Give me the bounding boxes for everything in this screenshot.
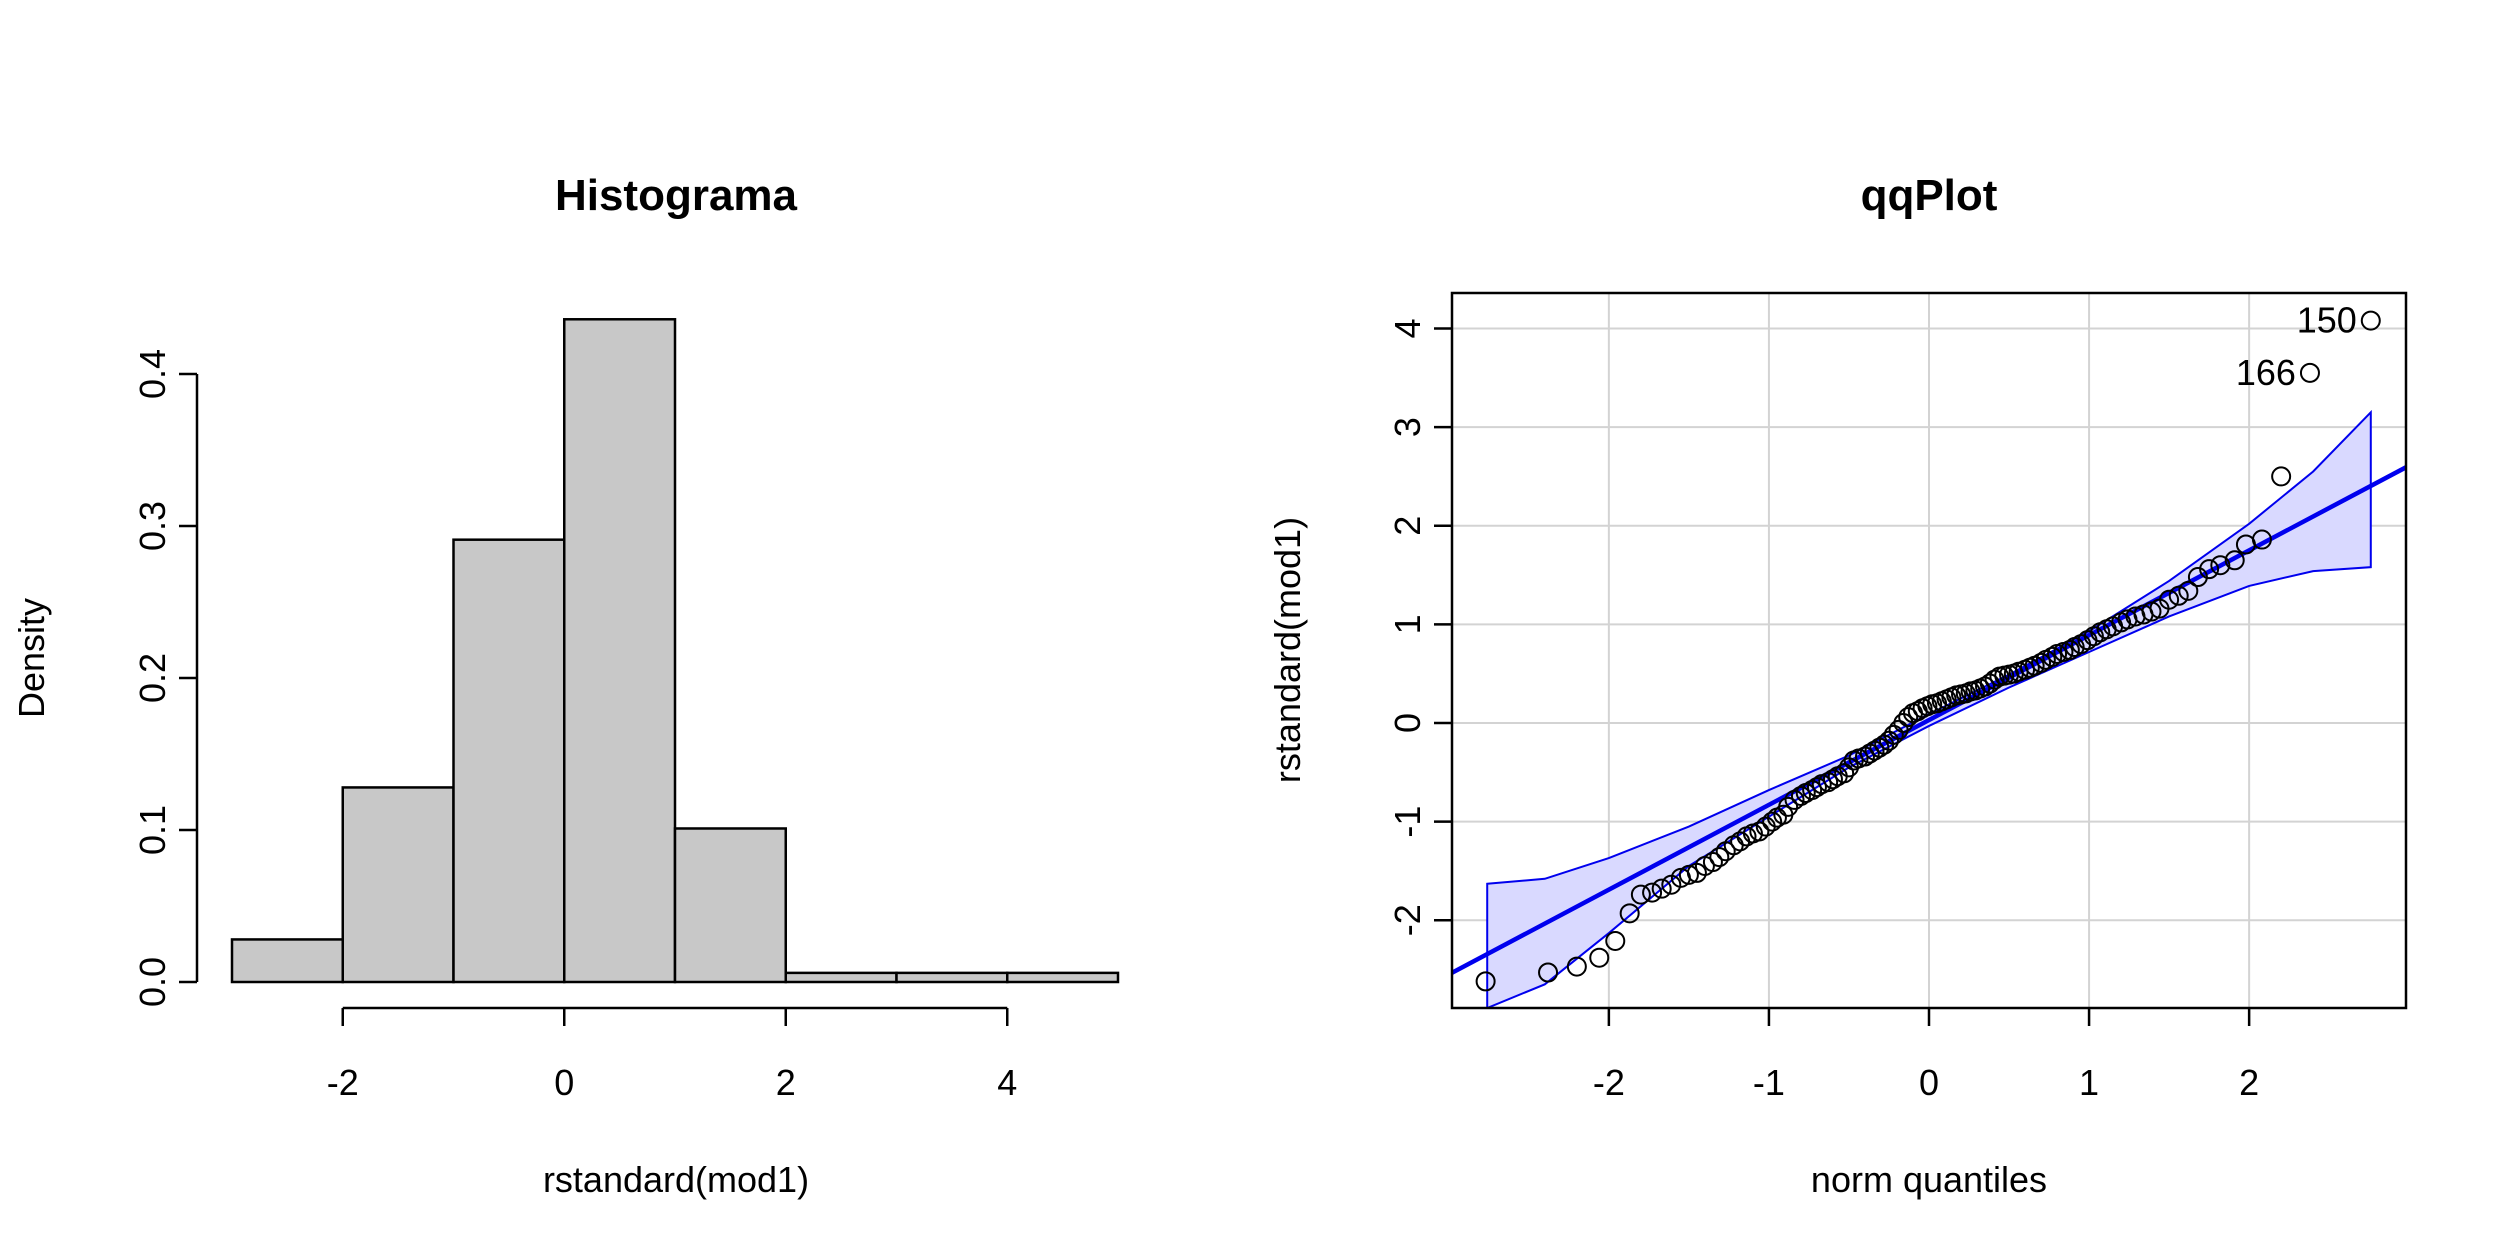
qqplot-y-axis-label: rstandard(mod1) [1267, 517, 1308, 783]
histogram-bar-2 [452, 538, 566, 984]
histogram-bars [230, 318, 1120, 984]
qqplot-point [1702, 852, 1723, 873]
histogram-x-tick-label: 2 [776, 1062, 796, 1103]
qqplot-point [1859, 743, 1880, 764]
qqplot-point [2271, 466, 2292, 487]
qqplot-point [2199, 559, 2220, 580]
qqplot-point [2251, 529, 2272, 550]
qqplot-y-tick-label: -1 [1387, 806, 1428, 838]
qqplot-point [2168, 585, 2189, 606]
qqplot-point [1984, 669, 2005, 690]
qqplot-point [2178, 580, 2199, 601]
qqplot-point [1834, 763, 1855, 784]
qqplot-x-axis-label: norm quantiles [1811, 1159, 2047, 1200]
qqplot-point [2042, 646, 2063, 667]
qqplot-point [2159, 589, 2180, 610]
histogram-y-tick-label: 0.3 [132, 501, 173, 551]
qqplot-point [1802, 780, 1823, 801]
qqplot-point [1630, 884, 1651, 905]
qqplot-title: qqPlot [1861, 171, 1998, 220]
histogram-y-tick-label: 0.2 [132, 653, 173, 703]
qqplot-point [1589, 947, 1610, 968]
histogram-x-axis-label: rstandard(mod1) [543, 1159, 809, 1200]
histogram-y-tick-label: 0.1 [132, 805, 173, 855]
qqplot-y-axis: -2 -1 0 1 2 3 4 [1387, 318, 1452, 936]
qqplot-point [2210, 555, 2231, 576]
qqplot-point-label-150: 150 [2297, 300, 2357, 341]
qqplot-point [1806, 777, 1827, 798]
histogram-bar-5 [784, 971, 898, 984]
qqplot-point [1749, 821, 1770, 842]
qqplot-point [1818, 772, 1839, 793]
histogram-bar-1 [341, 786, 455, 984]
qqplot-point [1854, 746, 1875, 767]
histogram-bar-3 [563, 318, 677, 984]
qqplot-y-tick-label: -2 [1387, 904, 1428, 936]
qqplot-points [1475, 310, 2381, 992]
qqplot-point [2031, 652, 2052, 673]
histogram-y-axis-label: Density [11, 598, 52, 718]
qqplot-point [1475, 971, 1496, 992]
qqplot-point [1619, 903, 1640, 924]
qqplot-y-tick-label: 1 [1387, 614, 1428, 634]
qqplot-x-tick-label: 0 [1919, 1062, 1939, 1103]
qqplot-point [1709, 847, 1730, 868]
qqplot-x-tick-label: -1 [1753, 1062, 1785, 1103]
histogram-x-axis: -2 0 2 4 [327, 1006, 1017, 1103]
histogram-y-tick-label: 0.4 [132, 349, 173, 399]
qqplot-x-tick-label: 1 [2079, 1062, 2099, 1103]
qqplot-point [1778, 796, 1799, 817]
histogram-y-tick-label: 0.0 [132, 957, 173, 1007]
qqplot-x-tick-label: 2 [2239, 1062, 2259, 1103]
qqplot-y-tick-label: 2 [1387, 516, 1428, 536]
histogram-x-tick-label: 4 [997, 1062, 1017, 1103]
qqplot-point [1790, 785, 1811, 806]
qqplot-y-tick-label: 0 [1387, 713, 1428, 733]
qqplot-point [1642, 882, 1663, 903]
qqplot-y-tick-label: 4 [1387, 318, 1428, 338]
qqplot-point [1762, 811, 1783, 832]
qqplot-grid [1452, 293, 2406, 1008]
qqplot-y-tick-label: 3 [1387, 417, 1428, 437]
histogram-bar-7 [1006, 971, 1120, 984]
qqplot-point [2141, 601, 2162, 622]
qqplot-point-label-166: 166 [2236, 352, 2296, 393]
qqplot-x-axis: -2 -1 0 1 2 [1593, 1008, 2259, 1103]
qqplot-point [2059, 640, 2080, 661]
qqplot-point [1898, 707, 1919, 728]
qqplot-point [1864, 740, 1885, 761]
qqplot-point [2224, 550, 2245, 571]
histogram-bar-6 [895, 971, 1009, 984]
qqplot-point [1883, 724, 1904, 745]
qqplot-point [2299, 362, 2320, 383]
histogram-title: Histograma [555, 171, 798, 220]
histogram-bar-4 [673, 827, 787, 984]
qqplot-reference-line [1452, 465, 2406, 975]
qqplot-point [1651, 878, 1672, 899]
qqplot-point [1566, 956, 1587, 977]
histogram-y-axis: 0.0 0.1 0.2 0.3 0.4 [132, 349, 199, 1007]
qqplot-point [1678, 864, 1699, 885]
histogram-panel: Histograma 0.0 0.1 0.2 0.3 0.4 -2 0 2 4 rstanda… [11, 171, 1120, 1200]
qqplot-point [2360, 310, 2381, 331]
histogram-x-tick-label: 0 [554, 1062, 574, 1103]
qqplot-point [1822, 769, 1843, 790]
histogram-x-tick-label: -2 [327, 1062, 359, 1103]
histogram-bar-0 [230, 938, 344, 984]
qqplot-point [1538, 962, 1559, 983]
qqplot-point [1605, 930, 1626, 951]
qqplot-x-tick-label: -2 [1593, 1062, 1625, 1103]
